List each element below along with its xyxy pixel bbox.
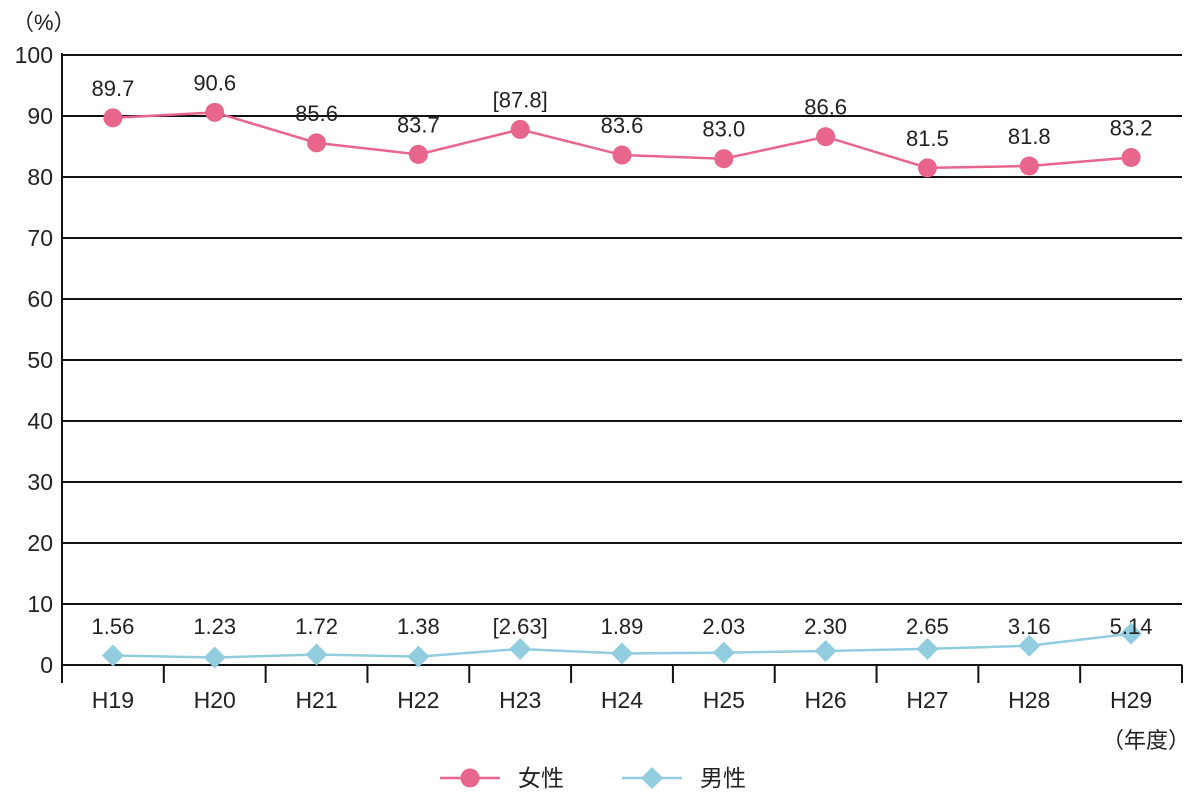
legend: 女性 男性 (440, 765, 746, 791)
data-point (1018, 634, 1041, 657)
data-point (307, 133, 327, 153)
data-point (714, 149, 734, 169)
data-label: 2.03 (702, 614, 745, 639)
data-point (103, 108, 123, 128)
data-label: 83.7 (397, 112, 440, 137)
data-point (814, 639, 837, 662)
data-label: 2.65 (906, 614, 949, 639)
y-tick-label: 10 (27, 591, 53, 617)
legend-marker (460, 768, 480, 788)
data-label: 3.16 (1008, 614, 1051, 639)
legend-label: 女性 (518, 765, 564, 791)
data-point (917, 158, 937, 178)
data-label: 83.2 (1110, 115, 1153, 140)
x-tick-label: H28 (1008, 687, 1050, 713)
x-tick-label: H24 (601, 687, 643, 713)
data-point (205, 102, 225, 122)
data-point (407, 645, 430, 668)
x-tick-label: H26 (805, 687, 847, 713)
data-label: 1.38 (397, 614, 440, 639)
y-tick-label: 70 (27, 225, 53, 251)
series-group: 89.7 90.6 85.6 83.7 [87.8] 83.6 83.0 86.6 81.5 81… (91, 70, 1153, 669)
data-point (305, 643, 328, 666)
data-label: [2.63] (493, 614, 548, 639)
data-point (1120, 622, 1143, 645)
legend-label: 男性 (700, 765, 746, 791)
data-point (510, 119, 530, 139)
y-tick-label: 100 (15, 42, 53, 68)
data-label: 83.6 (601, 113, 644, 138)
data-label: 86.6 (804, 95, 847, 120)
data-label: 83.0 (702, 117, 745, 142)
data-point (612, 145, 632, 165)
x-tick-label: H27 (906, 687, 948, 713)
series-1: 1.56 1.23 1.72 1.38 [2.63] 1.89 2.03 2.30 2.65 3.… (91, 614, 1153, 669)
data-label: 81.5 (906, 126, 949, 151)
axes (61, 53, 1183, 683)
data-point (611, 642, 633, 665)
series-0: 89.7 90.6 85.6 83.7 [87.8] 83.6 83.0 86.6 81.5 81… (91, 70, 1153, 178)
x-tick-label: H21 (295, 687, 337, 713)
y-tick-label: 90 (27, 103, 53, 129)
data-label: 2.30 (804, 614, 847, 639)
x-tick-label: H20 (194, 687, 236, 713)
data-label: 90.6 (193, 70, 236, 95)
y-axis-unit: （%） (12, 10, 76, 35)
x-tick-label: H22 (397, 687, 439, 713)
y-tick-label: 60 (27, 286, 53, 312)
data-label: 1.23 (193, 614, 236, 639)
data-label: 1.72 (295, 614, 338, 639)
data-point (816, 127, 836, 147)
data-point (712, 641, 735, 664)
y-tick-label: 20 (27, 530, 53, 556)
data-label: 1.89 (601, 614, 644, 639)
y-tick-label: 0 (40, 652, 53, 678)
x-tick-label: H23 (499, 687, 541, 713)
y-tick-labels: 0 10 20 30 40 50 60 70 80 90 100 (15, 42, 53, 678)
grid-lines (62, 54, 1182, 605)
legend-item-1: 男性 (622, 765, 746, 791)
data-point (1121, 147, 1141, 167)
y-tick-label: 50 (27, 347, 53, 373)
data-point (1019, 156, 1039, 176)
data-label: 81.8 (1008, 124, 1051, 149)
data-point (203, 646, 226, 669)
y-tick-label: 80 (27, 164, 53, 190)
data-label: [87.8] (493, 87, 548, 112)
y-tick-label: 30 (27, 469, 53, 495)
x-tick-labels: H19 H20 H21 H22 H23 H24 H25 H26 H27 H28 H29 (92, 687, 1152, 713)
data-label: 1.56 (91, 614, 134, 639)
data-point (916, 637, 939, 660)
legend-marker (641, 767, 663, 789)
data-label: 5.14 (1110, 614, 1153, 639)
x-axis-unit: （年度） (1102, 728, 1190, 753)
data-point (509, 637, 532, 660)
x-tick-label: H29 (1110, 687, 1152, 713)
x-tick-label: H19 (92, 687, 134, 713)
data-point (408, 144, 428, 164)
data-point (101, 644, 124, 667)
data-label: 89.7 (91, 76, 134, 101)
legend-item-0: 女性 (440, 765, 564, 791)
y-tick-label: 40 (27, 408, 53, 434)
x-tick-label: H25 (703, 687, 745, 713)
data-label: 85.6 (295, 101, 338, 126)
